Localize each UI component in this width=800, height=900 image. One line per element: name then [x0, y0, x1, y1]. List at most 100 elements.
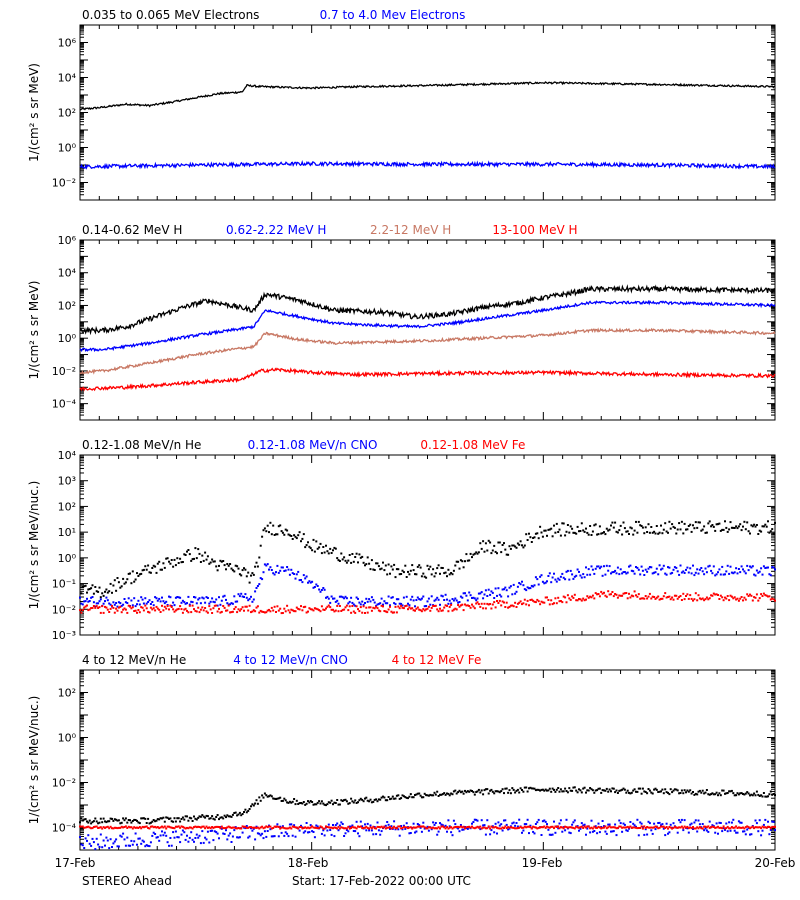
data-point — [721, 827, 724, 830]
data-point — [490, 590, 493, 593]
data-point — [623, 527, 626, 530]
data-point — [640, 792, 643, 795]
data-point — [579, 574, 582, 577]
data-point — [347, 609, 350, 612]
data-point — [375, 798, 378, 801]
data-point — [757, 599, 760, 602]
data-point — [546, 596, 548, 599]
data-point — [308, 580, 311, 583]
data-point — [518, 818, 521, 821]
data-point — [744, 572, 747, 575]
data-point — [646, 570, 649, 573]
data-point — [587, 789, 590, 792]
data-point — [177, 607, 180, 610]
data-point — [484, 607, 487, 610]
data-point — [138, 826, 141, 828]
data-point — [234, 606, 237, 609]
data-point — [562, 595, 565, 598]
data-point — [565, 826, 568, 829]
data-point — [436, 790, 439, 793]
data-point — [468, 825, 471, 828]
data-point — [333, 610, 336, 613]
data-point — [680, 520, 683, 523]
data-point — [452, 599, 455, 602]
data-point — [611, 571, 614, 574]
data-point — [633, 529, 636, 532]
data-point — [344, 559, 347, 562]
data-point — [297, 570, 300, 573]
data-point — [316, 608, 319, 611]
data-point — [572, 826, 575, 829]
data-point — [671, 523, 674, 526]
data-point — [211, 815, 214, 818]
data-point — [747, 792, 750, 795]
data-point — [122, 577, 125, 580]
data-point — [80, 843, 83, 846]
data-point — [415, 573, 418, 576]
data-point — [529, 536, 532, 539]
data-point — [227, 834, 230, 837]
data-point — [476, 825, 479, 828]
data-point — [673, 825, 676, 828]
data-point — [579, 530, 582, 532]
data-point — [365, 825, 368, 828]
data-point — [504, 586, 507, 589]
data-point — [601, 532, 604, 535]
data-point — [176, 608, 179, 611]
data-point — [188, 604, 191, 607]
data-point — [198, 611, 201, 614]
data-point — [525, 786, 528, 789]
data-point — [354, 799, 357, 802]
data-point — [268, 795, 270, 798]
data-point — [612, 826, 615, 829]
data-point — [213, 818, 216, 821]
data-point — [116, 609, 119, 612]
data-point — [254, 802, 257, 805]
data-point — [621, 572, 624, 575]
data-point — [616, 566, 619, 569]
data-point — [133, 610, 136, 612]
data-point — [95, 602, 98, 605]
data-point — [290, 827, 293, 830]
data-point — [297, 534, 300, 537]
data-point — [526, 790, 529, 793]
data-point — [430, 595, 433, 598]
data-point — [334, 824, 337, 827]
data-point — [664, 572, 667, 575]
y-tick-label: 10² — [58, 687, 76, 700]
data-point — [669, 826, 672, 829]
data-point — [591, 789, 594, 792]
data-point — [743, 520, 746, 523]
data-point — [99, 833, 102, 836]
legend-entry: 4 to 12 MeV/n He — [82, 653, 186, 667]
data-point — [112, 819, 115, 822]
data-point — [202, 825, 205, 828]
data-point — [647, 523, 650, 526]
data-point — [176, 825, 179, 828]
data-point — [750, 793, 753, 796]
data-point — [351, 605, 354, 607]
data-point — [395, 568, 398, 571]
data-point — [384, 824, 387, 827]
data-point — [119, 605, 122, 608]
data-point — [594, 826, 597, 829]
data-point — [109, 582, 112, 585]
data-point — [668, 826, 671, 828]
data-point — [389, 604, 391, 607]
series — [79, 825, 776, 830]
data-point — [181, 599, 184, 602]
data-point — [482, 793, 485, 796]
data-point — [218, 596, 220, 599]
data-point — [250, 574, 252, 577]
data-point — [256, 585, 259, 587]
data-point — [694, 827, 697, 830]
data-point — [409, 607, 412, 610]
data-point — [651, 595, 654, 598]
data-point — [614, 826, 617, 829]
data-point — [601, 820, 604, 822]
data-point — [568, 597, 571, 600]
data-point — [169, 604, 172, 607]
data-point — [636, 595, 639, 598]
data-point — [493, 792, 496, 795]
